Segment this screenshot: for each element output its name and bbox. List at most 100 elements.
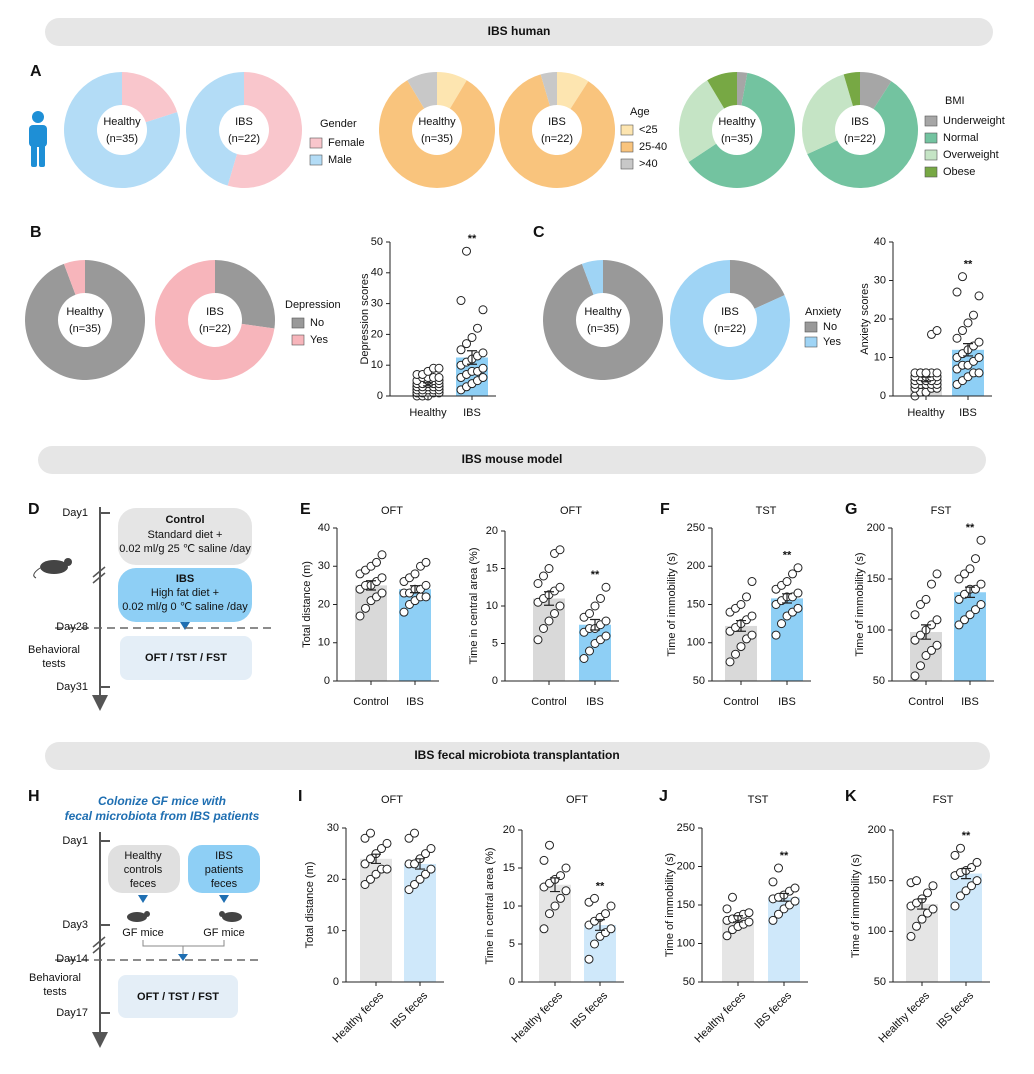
data-point (539, 855, 549, 865)
legend-swatch (924, 132, 938, 144)
data-point (928, 881, 938, 891)
y-tick-label: 30 (327, 822, 339, 834)
donut-label: Healthy (66, 306, 104, 318)
chart-title: OFT (560, 505, 582, 517)
donut-label: (n=35) (69, 323, 101, 335)
diagram-title: Colonize GF mice with (98, 794, 226, 808)
data-point (736, 600, 746, 609)
x-tick-label: IBS feces (934, 989, 976, 1031)
y-tick-label: 200 (867, 522, 885, 534)
y-tick-label: 40 (874, 236, 886, 248)
y-tick-label: 0 (333, 976, 339, 988)
data-point (971, 554, 980, 564)
panel-letter: D (28, 501, 40, 518)
legend-swatch (620, 158, 634, 170)
data-point (971, 605, 980, 615)
donut-label: (n=35) (587, 323, 619, 335)
diagram-d: D Day1 Control Standard diet + 0.02 ml/g… (28, 501, 275, 711)
data-point (399, 607, 409, 617)
donut-slice (688, 72, 795, 188)
legend-label: 25-40 (639, 141, 667, 153)
donut-label: (n=22) (714, 323, 746, 335)
y-tick-label: 0 (492, 675, 498, 687)
data-point (954, 594, 964, 604)
data-point (974, 337, 984, 347)
box-text: Standard diet + (148, 529, 223, 541)
data-point (788, 569, 797, 579)
data-point (916, 630, 925, 640)
data-point (590, 939, 599, 949)
data-point (950, 901, 960, 911)
data-point (917, 914, 927, 924)
legend-label: Yes (310, 334, 328, 346)
error-bar (410, 585, 420, 594)
data-point (555, 601, 565, 611)
data-point (434, 373, 444, 383)
data-point (742, 592, 751, 602)
y-tick-label: 100 (677, 937, 695, 949)
donut-slice (25, 260, 146, 380)
data-point (550, 609, 559, 618)
data-point (744, 917, 754, 927)
legend-label: Overweight (943, 149, 999, 161)
chart-title: OFT (381, 505, 403, 517)
box-text: 0.02 ml/g 25 ℃ saline /day (119, 543, 251, 555)
donut-slice (498, 74, 615, 189)
data-point (366, 874, 375, 884)
data-point (967, 862, 976, 872)
data-point (415, 874, 425, 884)
y-tick-label: 40 (318, 522, 330, 534)
x-tick-label: Control (531, 696, 566, 708)
error-bar (590, 618, 600, 631)
y-axis-label: Total distance (m) (301, 561, 313, 648)
data-point (382, 864, 392, 874)
data-point (927, 645, 936, 655)
significance: ** (966, 522, 975, 534)
day-label: Day1 (62, 507, 88, 519)
data-point (960, 569, 969, 579)
box-text: High fat diet + (151, 587, 219, 599)
data-point (972, 857, 982, 867)
donut-label: (n=22) (199, 323, 231, 335)
data-point (377, 573, 387, 583)
data-point (736, 642, 746, 652)
donut-slice (543, 260, 664, 380)
legend-swatch (309, 137, 323, 149)
y-tick-label: 10 (503, 900, 515, 912)
data-point (473, 323, 482, 333)
donut-label: Healthy (103, 116, 141, 128)
banner-title: IBS mouse model (462, 452, 563, 466)
donut-slice (407, 72, 437, 109)
label: Behavioral (29, 972, 81, 984)
donut-label: (n=35) (721, 133, 753, 145)
y-tick-label: 50 (693, 675, 705, 687)
error-bar (782, 593, 792, 604)
donut-label: (n=22) (844, 133, 876, 145)
test-box (120, 636, 252, 680)
y-tick-label: 150 (867, 573, 885, 585)
data-point (747, 577, 757, 587)
legend-label: Female (328, 137, 365, 149)
data-point (974, 353, 984, 362)
y-axis-label: Total distance (m) (304, 862, 316, 949)
y-tick-label: 20 (327, 873, 339, 885)
data-point (976, 600, 986, 609)
box-text: controls (124, 864, 163, 876)
data-point (456, 296, 466, 306)
x-tick-label: IBS (463, 407, 481, 419)
label: tests (42, 658, 66, 670)
x-tick-label: Control (723, 696, 758, 708)
data-point (606, 924, 616, 934)
data-point (377, 588, 387, 598)
donut-slice (437, 71, 467, 109)
label: Behavioral (28, 644, 80, 656)
data-point (965, 564, 975, 574)
y-tick-label: 20 (371, 328, 383, 340)
panel-letter: B (30, 224, 42, 241)
data-point (579, 654, 589, 663)
data-point (950, 850, 960, 860)
significance: ** (783, 550, 792, 562)
x-tick-label: Healthy feces (693, 989, 749, 1045)
data-point (555, 582, 565, 592)
data-point (544, 564, 554, 573)
